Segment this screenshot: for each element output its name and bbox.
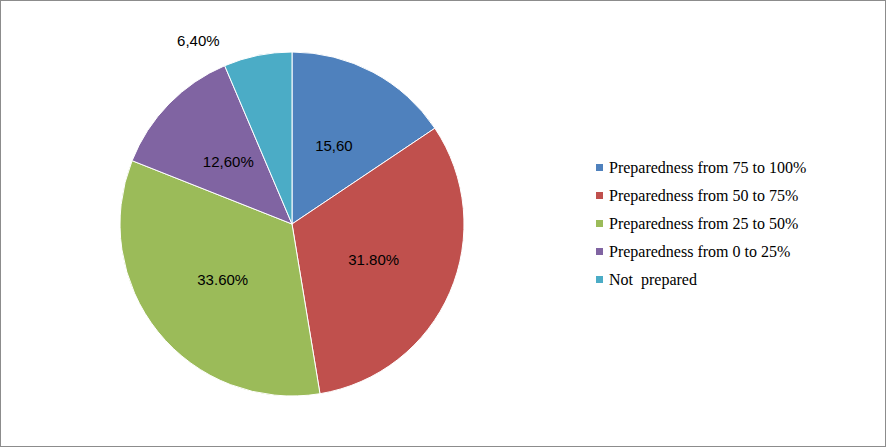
svg-text:Not prepared: Not prepared xyxy=(609,271,697,289)
svg-text:Preparedness from 0 to 25%: Preparedness from 0 to 25% xyxy=(609,243,790,261)
svg-text:6,40%: 6,40% xyxy=(177,32,220,49)
svg-text:15,60: 15,60 xyxy=(315,137,353,154)
svg-text:Preparedness from 25 to 50%: Preparedness from 25 to 50% xyxy=(609,215,798,233)
svg-text:Preparedness from 50 to 75%: Preparedness from 50 to 75% xyxy=(609,187,798,205)
svg-text:33.60%: 33.60% xyxy=(197,271,248,288)
svg-text:12,60%: 12,60% xyxy=(203,153,254,170)
svg-text:Preparedness from 75 to 100%: Preparedness from 75 to 100% xyxy=(609,159,806,177)
svg-text:31.80%: 31.80% xyxy=(348,251,399,268)
